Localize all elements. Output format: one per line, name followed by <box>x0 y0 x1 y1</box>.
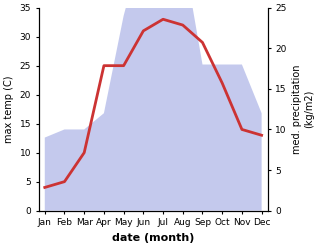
Y-axis label: max temp (C): max temp (C) <box>4 75 14 143</box>
X-axis label: date (month): date (month) <box>112 233 194 243</box>
Y-axis label: med. precipitation
(kg/m2): med. precipitation (kg/m2) <box>292 64 314 154</box>
